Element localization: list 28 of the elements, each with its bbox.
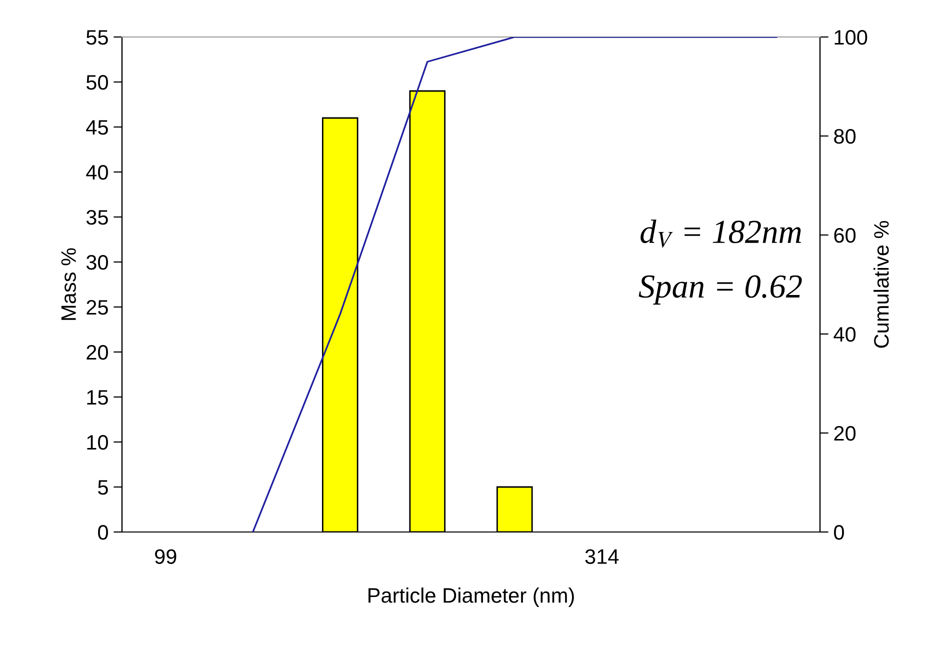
x-tick-label: 99	[155, 549, 176, 564]
y-tick-label: 55	[86, 30, 108, 45]
y-tick-label: 5	[98, 480, 108, 495]
y-tick-label: 35	[86, 210, 108, 225]
y2-tick-label: 0	[834, 525, 844, 540]
y-tick-label: 30	[86, 255, 108, 270]
y2-tick-label: 40	[834, 327, 856, 342]
annotation: d$_{V}$ = 182nm	[640, 220, 801, 248]
y-tick-label: 40	[86, 165, 108, 180]
bar	[409, 90, 446, 532]
y-tick-label: 15	[87, 390, 108, 405]
y-tick-label: 25	[86, 300, 108, 315]
y-tick-label: 50	[86, 75, 108, 90]
bar	[496, 486, 533, 532]
y-tick-label: 0	[98, 525, 108, 540]
y-tick-label: 20	[86, 345, 108, 360]
y2-tick-label: 60	[834, 228, 856, 243]
annotation: Span = 0.62	[638, 275, 802, 305]
y-tick-label: 45	[86, 120, 108, 135]
y2-axis-title: Cumulative %	[874, 220, 889, 348]
bar	[322, 117, 358, 532]
x-axis-title: Particle Diameter (nm)	[368, 588, 574, 607]
y2-tick-label: 20	[834, 426, 856, 441]
y2-tick-label: 100	[834, 30, 868, 45]
x-tick-label: 314	[585, 549, 619, 564]
y2-tick-label: 80	[834, 129, 856, 144]
y-tick-label: 10	[87, 435, 108, 450]
y-axis-title: Mass %	[61, 248, 76, 320]
